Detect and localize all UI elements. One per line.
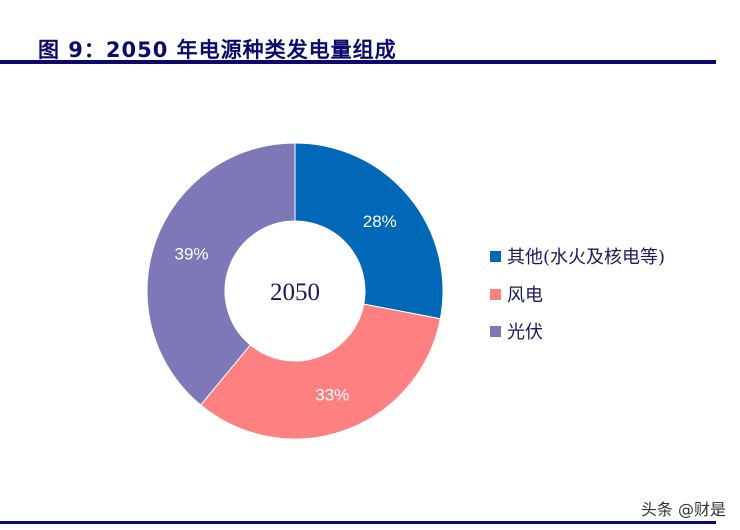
data-label: 39% — [174, 245, 208, 264]
legend-swatch — [490, 325, 501, 337]
bottom-divider — [0, 521, 716, 524]
data-label: 33% — [315, 385, 349, 404]
legend-label: 光伏 — [507, 322, 543, 343]
watermark: 头条 @财是 — [640, 500, 726, 519]
legend-item-solar: 光伏 — [490, 318, 543, 344]
slice-2 — [146, 142, 296, 406]
legend-swatch — [490, 250, 501, 262]
slice-1 — [199, 303, 441, 440]
legend-item-other: 其他(水火及核电等) — [490, 243, 665, 269]
legend-label: 其他(水火及核电等) — [507, 247, 666, 268]
title-divider — [0, 60, 716, 64]
slice-0 — [294, 142, 444, 320]
figure-title: 图 9：2050 年电源种类发电量组成 — [38, 38, 397, 62]
legend-item-wind: 风电 — [490, 281, 543, 307]
legend-label: 风电 — [507, 285, 543, 306]
legend-swatch — [490, 288, 501, 300]
center-label: 2050 — [270, 279, 320, 306]
data-label: 28% — [363, 212, 397, 231]
